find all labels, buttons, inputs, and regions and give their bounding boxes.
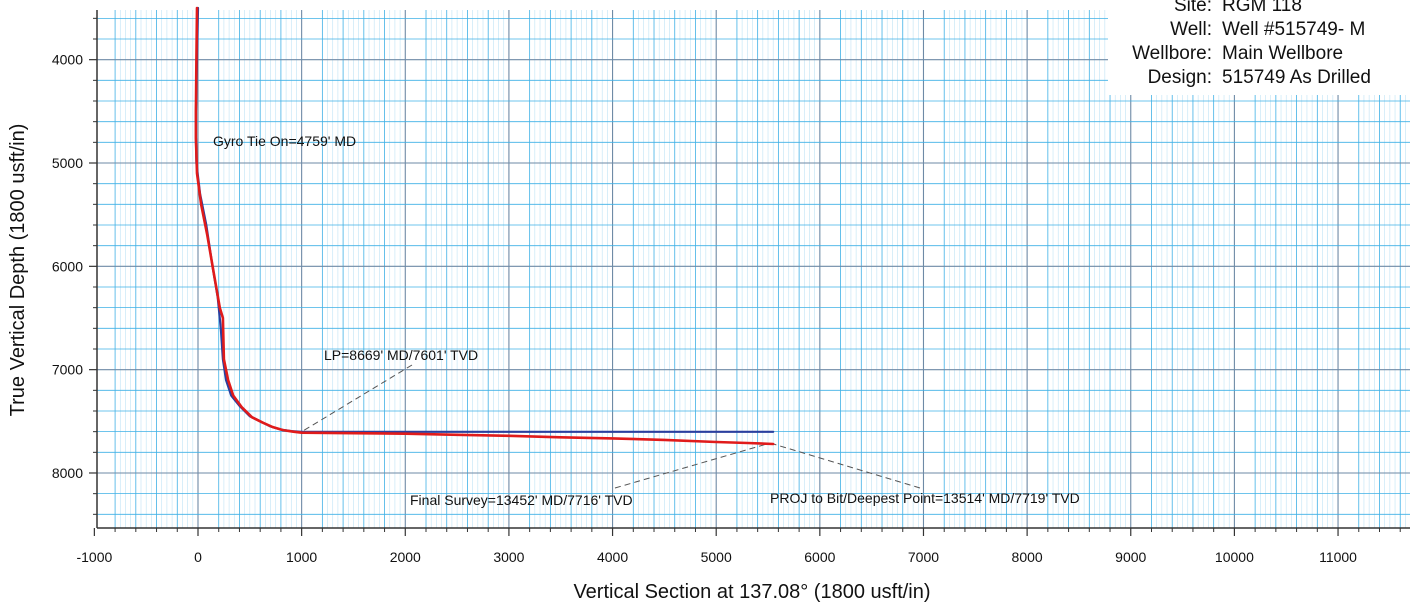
y-tick-label: 4000 [52, 52, 83, 68]
annotation-label: Gyro Tie On=4759' MD [213, 133, 356, 149]
well-info-box: Site: RGM 118 Well: Well #515749- M Well… [1108, 0, 1410, 95]
info-design-value: 515749 As Drilled [1222, 67, 1371, 88]
well-path-actual-line [194, 6, 775, 446]
series-group [194, 6, 775, 446]
x-tick-label: 5000 [701, 549, 732, 565]
info-wellbore-label: Wellbore: [1132, 43, 1212, 64]
y-tick-label: 8000 [52, 465, 83, 481]
annotations: Gyro Tie On=4759' MD LP=8669' MD/7601' TV… [213, 133, 1080, 508]
x-tick-label: -1000 [76, 549, 112, 565]
x-tick-label: 0 [194, 549, 202, 565]
x-tick-label: 7000 [908, 549, 939, 565]
plot-frame [96, 10, 1410, 529]
info-site-value: RGM 118 [1222, 0, 1302, 16]
annotation-leader [614, 443, 769, 489]
annotation-leaders [301, 364, 921, 489]
annotation-leader [301, 364, 413, 433]
chart-grid [97, 10, 1410, 528]
well-path-plan-line [194, 6, 775, 433]
info-design-label: Design: [1148, 67, 1212, 88]
x-tick-label: 10000 [1215, 549, 1254, 565]
info-well-value: Well #515749- M [1222, 19, 1365, 40]
y-tick-label: 5000 [52, 155, 83, 171]
annotation-label: Final Survey=13452' MD/7716' TVD [410, 492, 633, 508]
annotation-leader [773, 443, 921, 489]
x-tick-label: 2000 [390, 549, 421, 565]
x-tick-label: 6000 [804, 549, 835, 565]
x-tick-label: 1000 [286, 549, 317, 565]
x-tick-label: 4000 [597, 549, 628, 565]
x-tick-label: 8000 [1012, 549, 1043, 565]
x-axis-title: Vertical Section at 137.08° (1800 usft/i… [573, 581, 930, 603]
info-well-label: Well: [1170, 19, 1212, 40]
x-tick-label: 11000 [1319, 549, 1357, 565]
y-axis-title: True Vertical Depth (1800 usft/in) [7, 124, 29, 417]
x-tick-label: 3000 [493, 549, 524, 565]
annotation-label: PROJ to Bit/Deepest Point=13514' MD/7719… [770, 490, 1080, 506]
y-tick-label: 7000 [52, 362, 83, 378]
axis-ticks: -1000 0 1000 2000 3000 4000 5000 6000 7000 8000 90… [52, 17, 1401, 565]
y-tick-label: 6000 [52, 258, 83, 274]
info-site-label: Site: [1174, 0, 1212, 16]
annotation-label: LP=8669' MD/7601' TVD [324, 347, 478, 363]
info-wellbore-value: Main Wellbore [1222, 43, 1343, 64]
x-tick-label: 9000 [1115, 549, 1146, 565]
